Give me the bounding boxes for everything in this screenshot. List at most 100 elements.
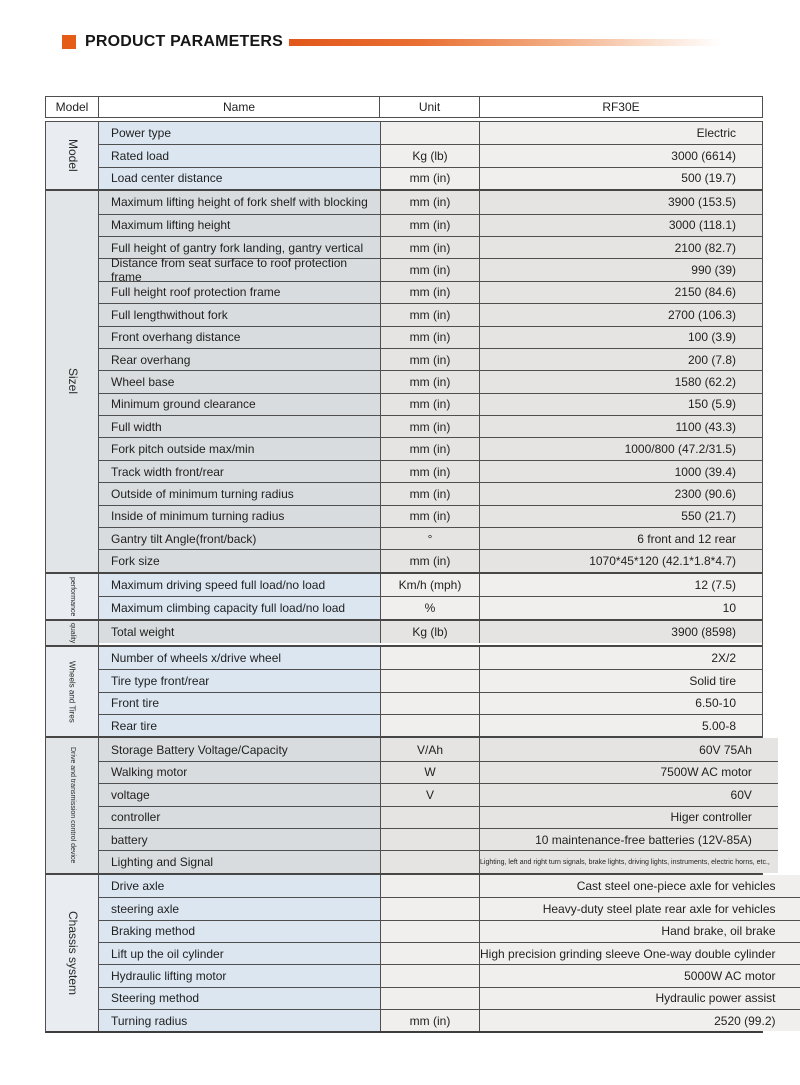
param-value-cell: 1070*45*120 (42.1*1.8*4.7) <box>480 550 762 572</box>
category-cell: Drive and transmission control device <box>46 738 98 873</box>
table-row: Braking method Hand brake, oil brake <box>99 919 800 942</box>
param-name-cell: Full height roof protection frame <box>99 281 380 304</box>
param-value-cell: 2520 (99.2) <box>480 1010 800 1032</box>
table-section: Drive and transmission control device Sto… <box>46 736 778 873</box>
category-cell: performance <box>46 573 98 619</box>
parameters-table: Model Name Unit RF30E Model Power type Ele… <box>45 96 800 1034</box>
table-row: Maximum driving speed full load/no load K… <box>99 573 762 597</box>
table-row: Full width mm (in) 1100 (43.3) <box>99 415 762 438</box>
section-rows: Storage Battery Voltage/Capacity V/Ah 60V … <box>98 738 778 873</box>
param-name-cell: Braking method <box>99 920 380 942</box>
param-value-cell: 2150 (84.6) <box>480 281 762 304</box>
table-row: Gantry tilt Angle(front/back) ° 6 front an… <box>99 527 762 550</box>
param-unit-cell <box>380 670 480 692</box>
category-cell: Model <box>46 122 98 190</box>
param-unit-cell <box>380 874 480 898</box>
table-row: controller Higer controller <box>99 805 778 828</box>
param-name-cell: Gantry tilt Angle(front/back) <box>99 528 380 550</box>
param-name-cell: Full lengthwithout fork <box>99 304 380 326</box>
param-name-cell: steering axle <box>99 898 380 920</box>
table-row: Fork size mm (in) 1070*45*120 (42.1*1.8*4.… <box>99 549 762 572</box>
param-name-cell: voltage <box>99 784 380 806</box>
param-name-cell: Lift up the oil cylinder <box>99 942 380 965</box>
param-unit-cell: Km/h (mph) <box>380 573 480 597</box>
param-value-cell: 6 front and 12 rear <box>480 528 762 550</box>
header-name: Name <box>98 97 379 117</box>
section-rows: Maximum lifting height of fork shelf wit… <box>98 191 762 572</box>
header-unit: Unit <box>379 97 479 117</box>
param-value-cell: Hand brake, oil brake <box>480 920 800 942</box>
param-name-cell: Power type <box>99 122 380 145</box>
param-value-cell: 10 maintenance-free batteries (12V-85A) <box>480 828 778 851</box>
param-name-cell: battery <box>99 828 380 851</box>
table-row: Front tire 6.50-10 <box>99 691 762 714</box>
param-value-cell: 1100 (43.3) <box>480 416 762 438</box>
param-unit-cell: mm (in) <box>380 348 480 371</box>
param-name-cell: controller <box>99 806 380 828</box>
category-cell: Chassis system <box>46 874 98 1032</box>
table-row: Maximum climbing capacity full load/no l… <box>99 596 762 619</box>
category-cell: Wheels and Tires <box>46 646 98 737</box>
param-unit-cell: Kg (lb) <box>380 620 480 643</box>
table-row: Total weight Kg (lb) 3900 (8598) <box>99 620 762 643</box>
table-row: steering axle Heavy-duty steel plate rear… <box>99 897 800 920</box>
param-value-cell: 60V 75Ah <box>480 738 778 761</box>
param-value-cell: 6.50-10 <box>480 692 762 714</box>
table-row: Walking motor W 7500W AC motor <box>99 760 778 784</box>
param-value-cell: 10 <box>480 597 762 619</box>
param-unit-cell: % <box>380 597 480 619</box>
table-row: Drive axle Cast steel one-piece axle for … <box>99 874 800 898</box>
param-unit-cell: mm (in) <box>380 281 480 304</box>
param-value-cell: 2100 (82.7) <box>480 236 762 259</box>
param-name-cell: Track width front/rear <box>99 460 380 483</box>
param-unit-cell: V/Ah <box>380 738 480 761</box>
header-model: Model <box>55 100 89 114</box>
table-row: Minimum ground clearance mm (in) 150 (5.9) <box>99 392 762 416</box>
param-name-cell: Steering method <box>99 987 380 1010</box>
param-value-cell: Electric <box>480 122 762 145</box>
table-row: Full height roof protection frame mm (in)… <box>99 280 762 304</box>
param-unit-cell <box>380 942 480 965</box>
param-unit-cell: W <box>380 761 480 784</box>
param-unit-cell: mm (in) <box>380 460 480 483</box>
param-unit-cell: mm (in) <box>380 304 480 326</box>
param-name-cell: Front overhang distance <box>99 326 380 348</box>
param-value-cell: 12 (7.5) <box>480 573 762 597</box>
table-section: Chassis system Drive axle Cast steel one-p… <box>46 872 800 1032</box>
param-name-cell: Rear overhang <box>99 348 380 371</box>
param-name-cell: Full width <box>99 416 380 438</box>
param-name-cell: Maximum lifting height <box>99 214 380 236</box>
table-row: Number of wheels x/drive wheel 2X/2 <box>99 646 762 670</box>
param-unit-cell: mm (in) <box>380 371 480 393</box>
table-row: Front overhang distance mm (in) 100 (3.9) <box>99 325 762 348</box>
table-row: Load center distance mm (in) 500 (19.7) <box>99 166 762 190</box>
param-name-cell: Lighting and Signal <box>99 851 380 873</box>
param-name-cell: Fork pitch outside max/min <box>99 438 380 460</box>
param-name-cell: Wheel base <box>99 371 380 393</box>
table-row: Full height of gantry fork landing, gant… <box>99 235 762 259</box>
table-row: Full lengthwithout fork mm (in) 2700 (106.… <box>99 303 762 326</box>
param-unit-cell <box>380 851 480 873</box>
param-value-cell: Cast steel one-piece axle for vehicles <box>480 874 800 898</box>
param-unit-cell <box>380 715 480 737</box>
param-name-cell: Hydraulic lifting motor <box>99 965 380 987</box>
section-rows: Total weight Kg (lb) 3900 (8598) <box>98 620 762 645</box>
param-value-cell: Hydraulic power assist <box>480 987 800 1010</box>
table-row: Inside of minimum turning radius mm (in) 5… <box>99 504 762 528</box>
page-title: PRODUCT PARAMETERS <box>85 33 283 50</box>
param-value-cell: 2X/2 <box>480 646 762 670</box>
param-unit-cell <box>380 828 480 851</box>
param-unit-cell: mm (in) <box>380 483 480 505</box>
param-name-cell: Distance from seat surface to roof prote… <box>99 256 380 284</box>
param-name-cell: Full height of gantry fork landing, gant… <box>99 236 380 259</box>
param-value-cell: Higer controller <box>480 806 778 828</box>
param-value-cell: 990 (39) <box>480 259 762 281</box>
param-name-cell: Total weight <box>99 620 380 643</box>
param-value-cell: 200 (7.8) <box>480 348 762 371</box>
table-section: quality Total weight Kg (lb) 3900 (8598) <box>46 618 762 645</box>
param-unit-cell <box>380 987 480 1010</box>
param-value-cell: 2700 (106.3) <box>480 304 762 326</box>
table-row: Rear tire 5.00-8 <box>99 714 762 737</box>
table-row: Lift up the oil cylinder High precision g… <box>99 941 800 965</box>
